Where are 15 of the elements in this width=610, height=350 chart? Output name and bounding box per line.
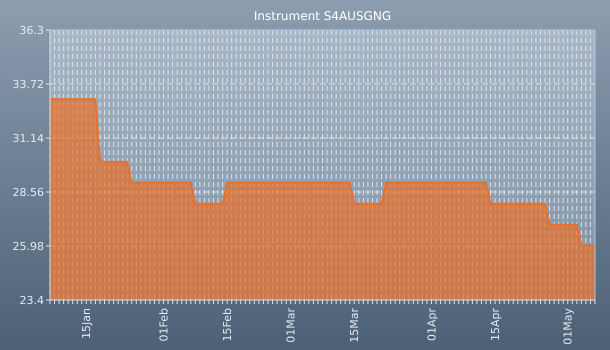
x-tick-label: 01May [562,308,575,345]
y-tick-label: 23.4 [20,294,44,307]
y-tick-label: 31.14 [12,132,44,145]
x-tick-label: 01Feb [157,308,170,342]
chart-title: Instrument S4AUSGNG [254,9,392,23]
x-tick-label: 01Apr [425,308,438,342]
y-tick-label: 28.56 [12,186,44,199]
y-tick-label: 36.3 [20,24,44,37]
x-tick-label: 15Apr [488,308,502,342]
x-tick-label: 15Feb [220,308,234,342]
x-tick-label: 15Jan [80,308,94,339]
x-tick-label: 01Mar [284,308,298,343]
x-tick-label: 15Mar [348,308,362,343]
y-tick-label: 25.98 [12,240,44,253]
y-tick-label: 33.72 [12,78,44,91]
